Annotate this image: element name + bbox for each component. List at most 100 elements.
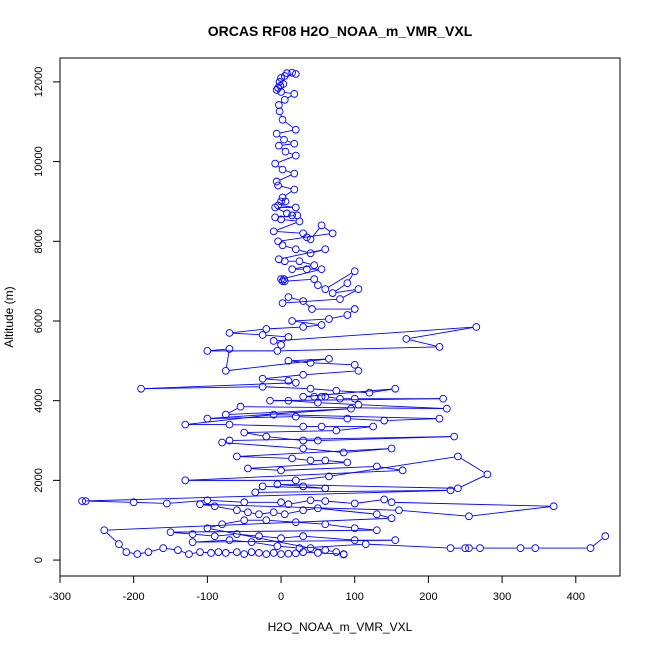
series-segment (279, 174, 292, 181)
data-point (398, 466, 407, 475)
data-point (372, 462, 381, 471)
series-segment (228, 407, 238, 414)
data-point (214, 548, 223, 556)
data-point (225, 436, 234, 445)
data-point (317, 221, 326, 230)
data-point (339, 448, 348, 457)
data-point (232, 548, 241, 556)
data-point (269, 549, 278, 557)
series-segment (339, 390, 366, 393)
series-segment (269, 326, 300, 330)
series-segment (350, 418, 381, 421)
data-point (339, 550, 348, 559)
series-segment (233, 540, 249, 543)
data-point (306, 358, 315, 367)
series-segment (282, 143, 291, 146)
data-point (306, 235, 315, 244)
series-segment (342, 290, 356, 298)
y-tick-label: 8000 (33, 229, 45, 253)
data-point (365, 388, 374, 397)
series-segment (302, 261, 311, 265)
series-segment (262, 512, 271, 515)
data-point (210, 502, 219, 511)
y-tick-label: 6000 (33, 309, 45, 333)
data-point (372, 510, 381, 519)
data-point (275, 107, 284, 116)
series-segment (277, 231, 300, 234)
series-segment (240, 534, 256, 537)
data-point (221, 410, 230, 419)
data-point (255, 510, 263, 519)
data-point (232, 452, 241, 461)
data-point (354, 285, 363, 293)
data-point (218, 438, 226, 447)
data-point (262, 550, 271, 558)
data-point (280, 95, 289, 104)
data-point (317, 265, 326, 274)
data-point (159, 544, 168, 552)
data-point (251, 488, 260, 497)
series-segment (332, 456, 455, 477)
series-segment (140, 552, 145, 554)
data-point (465, 512, 473, 521)
data-point (435, 343, 444, 351)
data-point (272, 177, 281, 186)
data-point (262, 516, 271, 525)
series-segment (280, 130, 293, 134)
series-segment (277, 165, 281, 168)
series-segment (288, 510, 300, 514)
data-point (274, 101, 283, 109)
series-segment (291, 500, 308, 505)
series-segment (284, 466, 374, 471)
data-point (299, 444, 308, 453)
data-point (269, 508, 278, 517)
data-point (283, 209, 291, 218)
data-point (288, 317, 296, 325)
data-point (283, 69, 291, 77)
data-point (299, 506, 308, 515)
series-segment (339, 426, 370, 431)
series-segment (279, 135, 282, 138)
y-axis: 0 2000 4000 6000 8000 10000 12000 (33, 67, 61, 563)
data-point (295, 217, 304, 226)
series-segment (269, 520, 293, 523)
data-point (343, 458, 352, 467)
series-segment (321, 402, 355, 405)
data-point (306, 496, 315, 505)
data-point (291, 70, 300, 78)
data-point (277, 275, 285, 283)
series-segment (291, 400, 315, 403)
data-point (100, 526, 109, 535)
data-point (247, 538, 256, 546)
data-point (314, 398, 322, 407)
x-tick-label: -200 (123, 591, 145, 603)
series-segment (106, 532, 117, 542)
data-point (277, 466, 285, 475)
series-segment (266, 374, 300, 379)
chart-title: ORCAS RF08 H2O_NOAA_m_VMR_VXL (208, 23, 473, 39)
series-segment (387, 418, 436, 421)
series-segment (247, 430, 333, 433)
y-tick-label: 0 (33, 557, 45, 563)
data-point (328, 229, 337, 238)
data-point (203, 347, 212, 355)
data-point (281, 197, 290, 206)
series-segment (285, 245, 293, 249)
data-point (258, 374, 267, 383)
series-segment (278, 156, 293, 163)
data-point (299, 297, 308, 305)
data-point (258, 482, 267, 491)
series-segment (240, 510, 245, 513)
data-point (277, 215, 285, 224)
data-point (291, 125, 300, 134)
data-point (278, 299, 287, 307)
series-segment (328, 396, 337, 399)
data-point (273, 480, 282, 489)
data-point (277, 550, 285, 558)
series-segment (218, 534, 234, 537)
data-point (288, 211, 296, 220)
series-segment (369, 543, 447, 549)
data-point (262, 325, 271, 333)
series-segment (188, 414, 271, 425)
y-tick-label: 12000 (33, 67, 45, 98)
